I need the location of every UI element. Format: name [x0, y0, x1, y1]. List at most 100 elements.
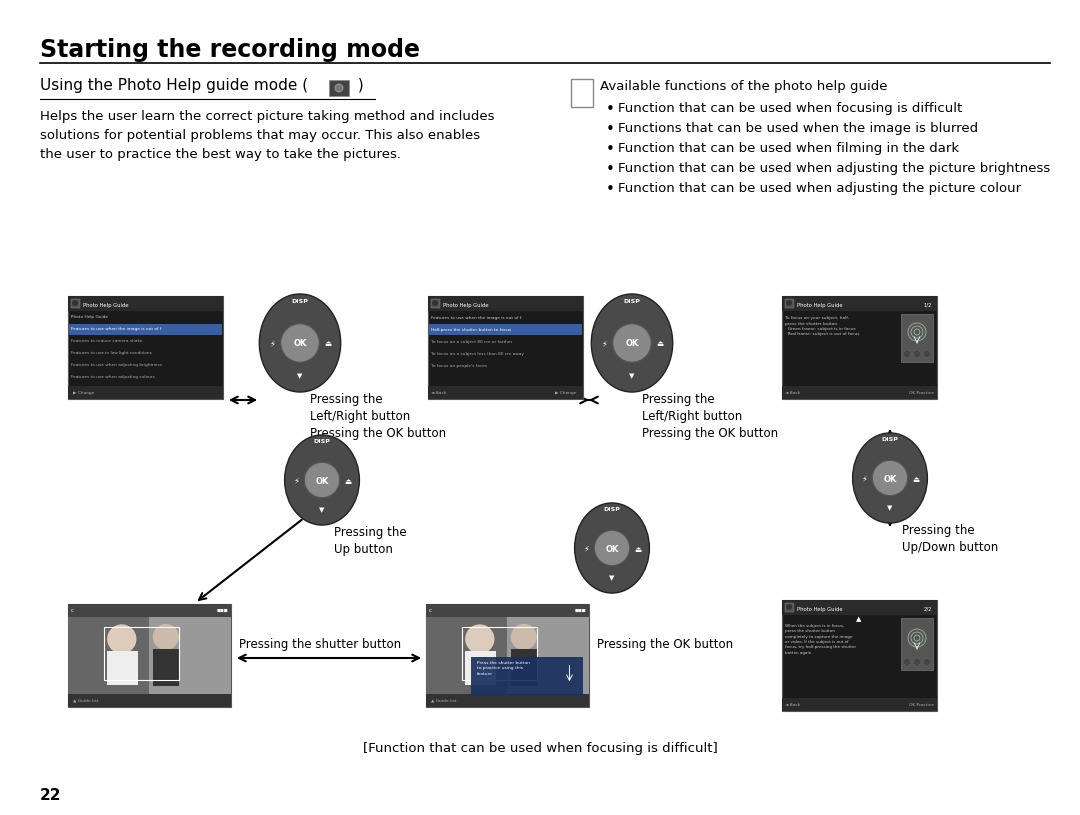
Circle shape	[107, 624, 136, 654]
FancyBboxPatch shape	[782, 386, 937, 399]
Text: ◄ Back: ◄ Back	[785, 391, 800, 395]
Text: Functions that can be used when the image is blurred: Functions that can be used when the imag…	[618, 122, 978, 135]
Text: ▼: ▼	[320, 508, 325, 513]
Circle shape	[305, 462, 340, 498]
Text: Using the Photo Help guide mode (: Using the Photo Help guide mode (	[40, 78, 308, 93]
FancyBboxPatch shape	[152, 650, 179, 686]
FancyBboxPatch shape	[782, 600, 937, 711]
Text: Features to use when the image is out of f: Features to use when the image is out of…	[431, 316, 522, 320]
Text: ⏏: ⏏	[634, 544, 642, 553]
Text: To focus on a subject 80 cm or farther: To focus on a subject 80 cm or farther	[431, 340, 512, 344]
Circle shape	[281, 324, 320, 362]
Text: DISP: DISP	[881, 438, 899, 443]
FancyBboxPatch shape	[68, 386, 222, 399]
Text: OK: OK	[625, 340, 638, 349]
FancyBboxPatch shape	[465, 651, 496, 685]
Text: ⏏: ⏏	[324, 340, 332, 349]
Text: ▶ Change: ▶ Change	[555, 391, 577, 395]
FancyBboxPatch shape	[511, 650, 537, 686]
FancyBboxPatch shape	[471, 657, 583, 694]
Text: Function that can be used when adjusting the picture brightness: Function that can be used when adjusting…	[618, 162, 1050, 175]
FancyBboxPatch shape	[785, 299, 794, 308]
Text: Pressing the
Left/Right button
Pressing the OK button: Pressing the Left/Right button Pressing …	[642, 393, 778, 440]
Circle shape	[786, 604, 792, 610]
Text: Features to use in low light conditions: Features to use in low light conditions	[71, 351, 152, 355]
Ellipse shape	[259, 294, 340, 392]
FancyBboxPatch shape	[428, 296, 583, 311]
Text: Photo Help Guide: Photo Help Guide	[71, 315, 108, 319]
FancyBboxPatch shape	[426, 617, 507, 694]
FancyBboxPatch shape	[71, 299, 80, 308]
Text: Available functions of the photo help guide: Available functions of the photo help gu…	[600, 80, 888, 93]
FancyBboxPatch shape	[68, 296, 222, 311]
Text: Helps the user learn the correct picture taking method and includes
solutions fo: Helps the user learn the correct picture…	[40, 110, 495, 161]
FancyBboxPatch shape	[901, 618, 933, 670]
Circle shape	[612, 324, 651, 362]
Text: ⚡: ⚡	[269, 340, 275, 349]
FancyBboxPatch shape	[428, 386, 583, 399]
Text: 22: 22	[40, 788, 62, 803]
Circle shape	[923, 659, 931, 666]
FancyBboxPatch shape	[68, 694, 231, 707]
Ellipse shape	[575, 503, 649, 593]
FancyBboxPatch shape	[571, 79, 593, 107]
FancyBboxPatch shape	[68, 604, 231, 617]
Text: ▲: ▲	[856, 616, 862, 622]
Circle shape	[465, 624, 495, 654]
Text: Press the shutter button
to practice using this
feature: Press the shutter button to practice usi…	[476, 661, 529, 676]
FancyBboxPatch shape	[68, 296, 222, 399]
Text: •: •	[606, 122, 615, 137]
Text: ▼: ▼	[630, 373, 635, 379]
Text: ⏏: ⏏	[657, 340, 663, 349]
Circle shape	[335, 84, 343, 92]
Circle shape	[432, 300, 438, 306]
Text: DISP: DISP	[292, 299, 309, 304]
FancyBboxPatch shape	[426, 694, 589, 707]
Circle shape	[786, 300, 792, 306]
Text: •: •	[606, 182, 615, 197]
Text: ⚡: ⚡	[862, 474, 867, 483]
Text: ▼: ▼	[609, 575, 615, 582]
Text: Photo Help Guide: Photo Help Guide	[443, 302, 488, 307]
Circle shape	[914, 659, 920, 666]
Text: To focus on your subject, half-
press the shutter button.
· Green frame: subject: To focus on your subject, half- press th…	[785, 316, 860, 337]
FancyBboxPatch shape	[69, 324, 222, 335]
Text: OK: OK	[315, 477, 328, 486]
FancyBboxPatch shape	[426, 617, 589, 694]
Text: Photo Help Guide: Photo Help Guide	[797, 302, 842, 307]
FancyBboxPatch shape	[426, 604, 589, 617]
Circle shape	[72, 300, 78, 306]
FancyBboxPatch shape	[107, 651, 138, 685]
FancyBboxPatch shape	[782, 600, 937, 615]
Circle shape	[914, 350, 920, 358]
Circle shape	[594, 531, 630, 566]
Text: To focus on a subject less than 80 cm away: To focus on a subject less than 80 cm aw…	[431, 352, 524, 356]
FancyBboxPatch shape	[426, 604, 589, 707]
Text: OK Practice: OK Practice	[909, 703, 934, 707]
FancyBboxPatch shape	[785, 603, 794, 612]
Text: Features to use when adjusting colours: Features to use when adjusting colours	[71, 375, 154, 379]
Text: 2/2: 2/2	[923, 606, 932, 611]
Text: Function that can be used when focusing is difficult: Function that can be used when focusing …	[618, 102, 962, 115]
FancyBboxPatch shape	[68, 617, 231, 694]
Text: To focus on people's faces: To focus on people's faces	[431, 364, 487, 368]
Text: c: c	[71, 609, 75, 614]
Text: c: c	[429, 609, 432, 614]
Text: Pressing the
Up button: Pressing the Up button	[334, 526, 407, 556]
Text: Function that can be used when adjusting the picture colour: Function that can be used when adjusting…	[618, 182, 1021, 195]
Text: ⚡: ⚡	[294, 477, 299, 486]
Text: Pressing the
Up/Down button: Pressing the Up/Down button	[902, 524, 998, 554]
Text: Pressing the
Left/Right button
Pressing the OK button: Pressing the Left/Right button Pressing …	[310, 393, 446, 440]
Text: ): )	[353, 78, 364, 93]
FancyBboxPatch shape	[901, 314, 933, 362]
Circle shape	[873, 460, 907, 496]
Ellipse shape	[852, 433, 928, 523]
FancyBboxPatch shape	[431, 299, 440, 308]
FancyBboxPatch shape	[329, 80, 349, 96]
Text: Half-press the shutter button to focus: Half-press the shutter button to focus	[431, 328, 511, 332]
Text: ⚡: ⚡	[583, 544, 590, 553]
FancyBboxPatch shape	[428, 296, 583, 399]
Text: DISP: DISP	[604, 507, 620, 513]
Text: ⏏: ⏏	[912, 474, 919, 483]
Text: ▼: ▼	[888, 505, 893, 512]
